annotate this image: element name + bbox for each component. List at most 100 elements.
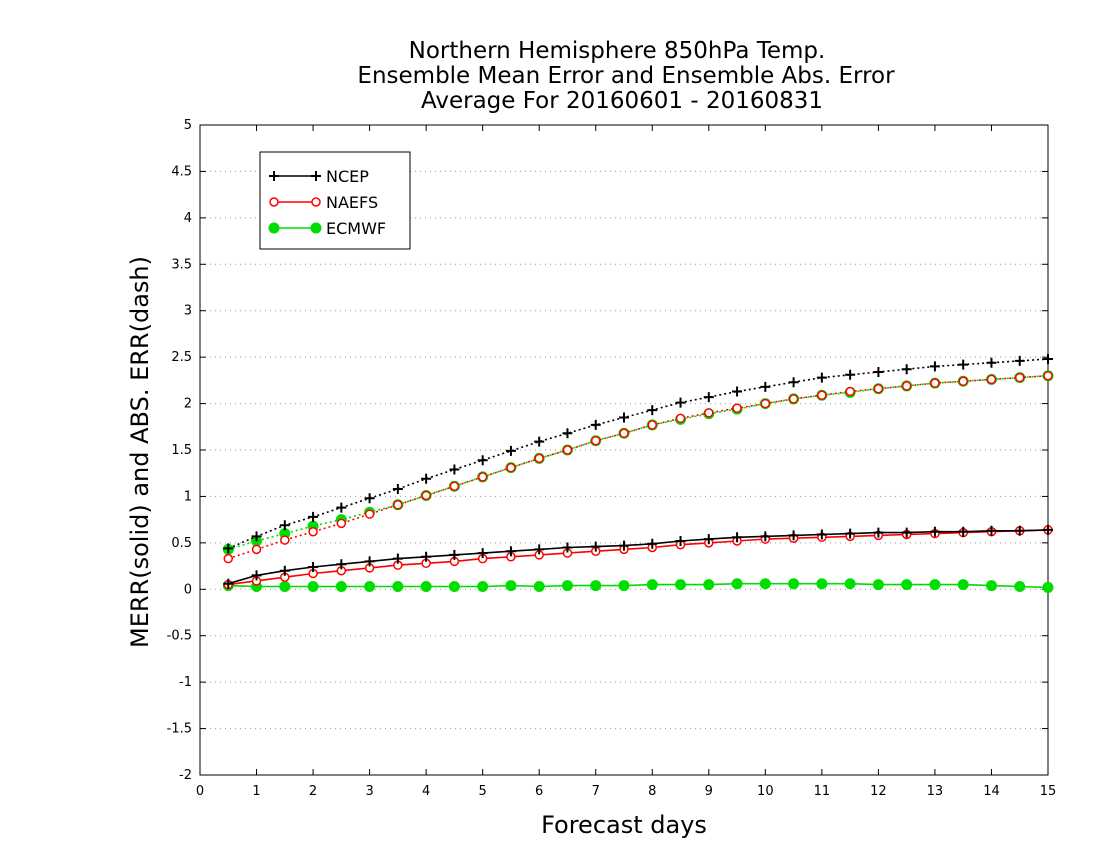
title-line-2: Ensemble Mean Error and Ensemble Abs. Er… (357, 63, 895, 89)
series-naefs-abs-err-point (1014, 372, 1025, 383)
series-naefs (223, 370, 1053, 590)
series-ncep-abs-err-point (336, 502, 347, 513)
y-tick-label: -1 (179, 675, 192, 690)
series-ncep-merr-point (392, 553, 403, 564)
series-ecmwf (222, 370, 1054, 593)
series-ncep-merr-point (986, 525, 997, 536)
series-naefs-abs-err-point (986, 374, 997, 385)
series-ecmwf-merr-point (703, 579, 715, 591)
series-ncep-merr-point (675, 536, 686, 546)
series-naefs-abs-err-point (647, 420, 658, 430)
series-ecmwf-merr-point (957, 579, 969, 591)
series-ecmwf-merr-point (420, 581, 432, 592)
grid-lines (200, 170, 1048, 730)
x-tick-label: 1 (252, 784, 260, 799)
series-ecmwf-merr-point (901, 579, 913, 591)
series-naefs-abs-err-point (760, 398, 771, 409)
series-ncep-merr-point (845, 528, 856, 539)
series-ecmwf-merr-point (816, 578, 828, 590)
series-ncep-abs-err-point (816, 372, 827, 383)
series-naefs-abs-err-point (704, 408, 714, 418)
y-tick-label: 0 (184, 582, 192, 597)
y-axis-title: MERR(solid) and ABS. ERR(dash) (126, 256, 154, 648)
series-naefs-abs-err-point (449, 481, 460, 491)
series-ncep-abs-err-point (590, 419, 601, 430)
series-ncep-abs-err-point (477, 455, 488, 466)
series-ncep-abs-err-point (732, 386, 743, 397)
series-naefs-abs-err-point (901, 381, 912, 391)
series-ncep-abs-err-point (449, 464, 460, 475)
title-line-3: Average For 20160601 - 20160831 (421, 88, 823, 114)
series-ncep-abs-err-line (227, 358, 1049, 550)
y-tick-label: 4 (184, 211, 192, 226)
series-naefs-abs-err-point (619, 428, 629, 439)
legend-item-naefs: NAEFS (269, 193, 378, 212)
series-naefs-abs-err-point (336, 518, 347, 529)
series-ncep-abs-err-point (364, 493, 375, 504)
series-ncep-abs-err-point (1014, 355, 1025, 366)
legend-marker-ecmwf (268, 222, 280, 234)
series-ecmwf-merr-point (561, 580, 573, 592)
series-ecmwf-merr-point (477, 581, 489, 592)
legend-label-naefs: NAEFS (326, 193, 378, 212)
legend: NCEP NAEFS ECMWF (259, 151, 411, 250)
y-tick-label: -1.5 (167, 722, 192, 737)
y-tick-label: 4.5 (171, 164, 192, 179)
x-tick-label: 4 (422, 784, 430, 799)
series-ncep-abs-err-point (562, 428, 573, 439)
series-ecmwf-merr-point (759, 578, 771, 590)
axis-ticks: -2-1.5-1-0.500.511.522.533.544.550 1 2 3 4 5 6… (167, 118, 1057, 799)
series-naefs-abs-err-point (421, 490, 431, 501)
x-tick-label: 7 (592, 784, 600, 799)
legend-marker-naefs (311, 197, 321, 207)
series-naefs-merr-line (228, 529, 1049, 586)
series-ncep-abs-err-point (929, 361, 940, 372)
series-ecmwf-merr-point (929, 579, 941, 591)
series-ncep-merr-point (619, 540, 629, 551)
y-tick-label: 0.5 (171, 536, 192, 551)
x-tick-label: 14 (983, 784, 1000, 799)
chart-title: Northern Hemisphere 850hPa Temp. Ensembl… (357, 38, 895, 114)
series-ncep-merr-point (279, 565, 290, 576)
series-ncep-merr-point (534, 544, 545, 555)
series-naefs-abs-err-point (393, 500, 403, 510)
series-ecmwf-merr-point (675, 579, 687, 591)
y-tick-label: 3.5 (171, 257, 192, 272)
series-ecmwf-merr-point (844, 578, 856, 590)
series-ecmwf-merr-point (364, 581, 376, 592)
x-tick-label: 3 (365, 784, 373, 799)
series-ncep-merr-point (251, 570, 262, 581)
series-naefs-abs-err-point (845, 386, 855, 397)
legend-item-ecmwf: ECMWF (268, 219, 386, 238)
series-ncep-merr-point (901, 527, 912, 538)
title-line-1: Northern Hemisphere 850hPa Temp. (409, 38, 826, 64)
y-tick-label: -0.5 (167, 629, 192, 644)
x-tick-label: 6 (535, 784, 543, 799)
series-ncep-merr-point (449, 549, 460, 560)
series-ecmwf-merr-point (731, 578, 743, 590)
series-ncep-merr-point (647, 538, 658, 549)
series-naefs-abs-err-point (788, 394, 799, 404)
series-ncep-merr-point (873, 527, 884, 538)
series-ecmwf-merr-point (533, 581, 545, 592)
series-naefs-abs-err-point (280, 535, 290, 545)
series-ncep-abs-err-point (534, 436, 545, 447)
y-tick-label: 1.5 (171, 443, 192, 458)
series-naefs-abs-err-point (817, 390, 827, 400)
x-tick-label: 10 (757, 784, 774, 799)
series-ncep-abs-err-point (958, 359, 969, 370)
series-ecmwf-merr-point (392, 581, 404, 592)
series-ncep-abs-err-point (251, 531, 262, 542)
legend-label-ecmwf: ECMWF (326, 219, 386, 238)
y-tick-label: 5 (184, 118, 192, 133)
series-ncep-abs-err-point (619, 412, 629, 423)
series-ecmwf-merr-point (590, 580, 602, 592)
series-ncep-merr-point (929, 526, 940, 537)
series-ncep-merr-point (308, 562, 319, 572)
series-ecmwf-merr-point (646, 579, 658, 591)
series-ncep-abs-err-point (901, 364, 912, 375)
series-ncep-abs-err-point (647, 405, 658, 416)
series-ncep-abs-err-point (986, 357, 997, 368)
series-ncep-merr-point (223, 578, 234, 589)
series-naefs-abs-err-point (958, 376, 968, 387)
